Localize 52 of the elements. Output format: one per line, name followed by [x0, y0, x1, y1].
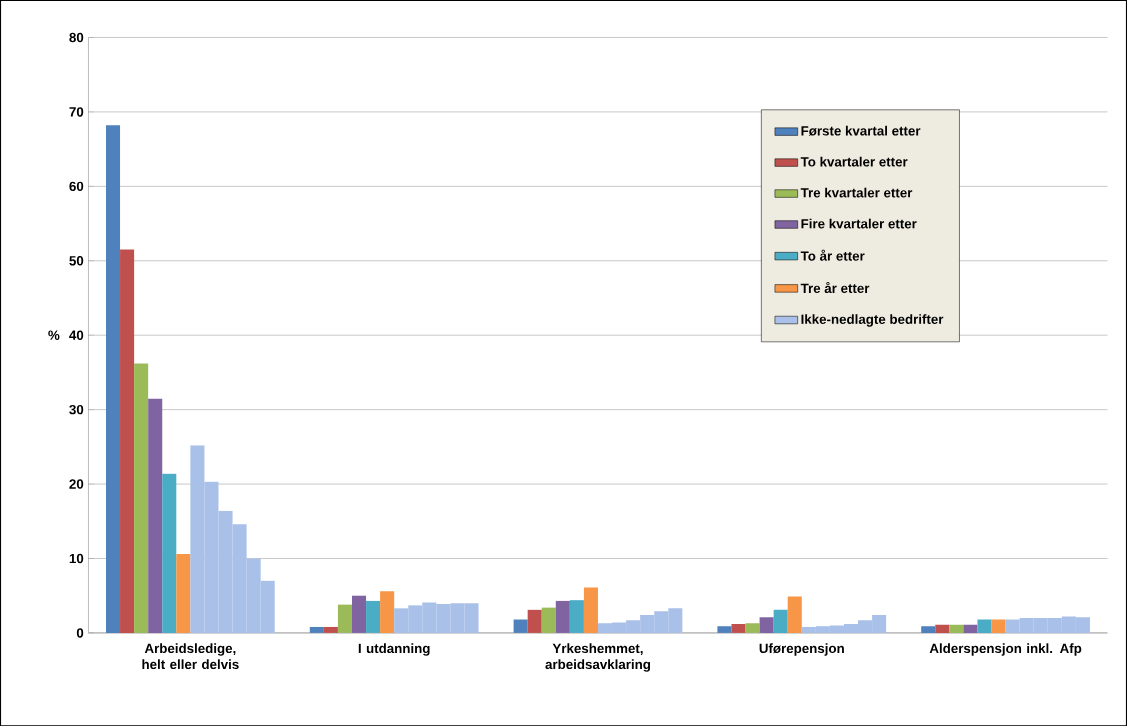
legend-label: Tre kvartaler etter: [800, 187, 913, 198]
y-tick-label: 70: [69, 107, 84, 117]
y-tick-label: 50: [69, 255, 84, 266]
x-tick-label: Alderspensjon inkl. Afp: [929, 643, 1082, 656]
bar: [162, 473, 177, 633]
bar: [935, 624, 950, 633]
bar: [555, 600, 570, 633]
legend-label: Tre år etter: [800, 281, 870, 293]
bar: [527, 609, 542, 633]
y-tick-label: 80: [69, 32, 84, 43]
y-tick-label: 30: [69, 404, 84, 415]
bar: [787, 596, 802, 633]
y-tick-label: 10: [69, 553, 84, 564]
legend-label: To år etter: [800, 249, 865, 261]
bar: [351, 595, 367, 633]
y-tick-label: 60: [69, 181, 84, 191]
bar: [583, 587, 598, 633]
legend-label: To kvartaler etter: [800, 156, 908, 167]
legend-label: Fire kvartaler etter: [801, 218, 917, 229]
bar: [569, 600, 584, 633]
y-axis-title: %: [48, 330, 60, 340]
bar: [513, 619, 528, 633]
bar: [921, 626, 936, 633]
bar: [176, 553, 191, 633]
bar: [380, 591, 395, 633]
bar: [717, 626, 732, 633]
x-tick-label: Arbeidsledige, helt eller delvis: [142, 643, 239, 669]
bar: [731, 623, 746, 633]
bar: [120, 249, 135, 633]
bar: [541, 607, 556, 633]
x-tick-label: Uførepensjon: [759, 643, 844, 656]
bar: [949, 624, 964, 633]
bar: [148, 398, 163, 633]
bar: [759, 617, 774, 633]
x-tick-label: Yrkeshemmet, arbeidsavklaring: [545, 643, 651, 672]
bar: [773, 609, 788, 633]
x-tick-label: I utdanning: [358, 643, 430, 656]
bar: [366, 600, 381, 633]
bar: [323, 626, 338, 633]
bar: [977, 619, 992, 633]
legend-label: Første kvartal etter: [801, 125, 921, 136]
bar: [337, 604, 352, 633]
y-tick-label: 0: [76, 628, 84, 638]
bar: [991, 619, 1006, 633]
legend-label: Ikke-nedlagte bedrifter: [801, 314, 944, 327]
bar: [963, 624, 978, 633]
y-tick-label: 40: [69, 330, 84, 340]
bar: [105, 125, 121, 633]
y-tick-label: 20: [69, 479, 84, 489]
bar: [745, 623, 760, 633]
bar: [134, 363, 149, 633]
bar: [309, 626, 324, 633]
